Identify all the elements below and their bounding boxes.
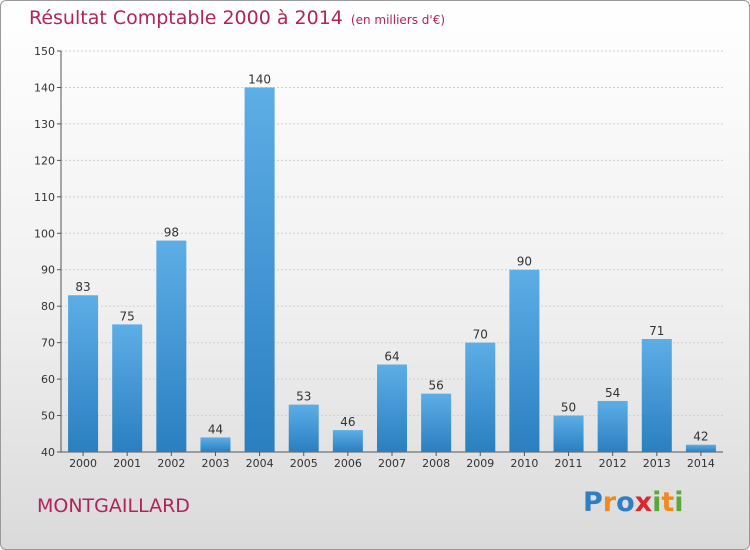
y-tick-label: 90 — [41, 264, 55, 277]
y-tick-label: 50 — [41, 410, 55, 423]
x-tick-label-2007: 2007 — [378, 457, 406, 470]
data-label-2012: 54 — [605, 386, 620, 400]
x-tick-label-2002: 2002 — [157, 457, 185, 470]
logo-letter: i — [652, 487, 662, 518]
x-tick-label-2012: 2012 — [599, 457, 627, 470]
data-label-2009: 70 — [473, 328, 488, 342]
logo-letter: x — [634, 487, 653, 518]
y-tick-label: 40 — [41, 446, 55, 459]
x-tick-label-2005: 2005 — [290, 457, 318, 470]
data-label-2005: 53 — [296, 390, 311, 404]
data-label-2013: 71 — [649, 324, 664, 338]
bar-2012 — [597, 400, 628, 452]
data-label-2003: 44 — [208, 422, 223, 436]
bar-2000 — [68, 295, 99, 452]
y-tick-label: 80 — [41, 300, 55, 313]
data-label-2008: 56 — [428, 379, 443, 393]
y-tick-label: 110 — [34, 191, 55, 204]
y-tick-label: 70 — [41, 337, 55, 350]
chart-title-text: Résultat Comptable 2000 à 2014 — [29, 7, 343, 29]
data-label-2014: 42 — [693, 430, 708, 444]
label-layer: 83 2000 75 2001 98 2002 44 2003 140 2004 53 2005 46 2… — [69, 72, 715, 470]
data-label-2007: 64 — [384, 350, 399, 364]
bar-2011 — [553, 415, 584, 452]
chart-title: Résultat Comptable 2000 à 2014 (en millie… — [29, 7, 445, 29]
y-tick-label: 130 — [34, 118, 55, 131]
x-tick-label-2011: 2011 — [555, 457, 583, 470]
logo-letter: r — [602, 487, 617, 518]
y-tick-label: 150 — [34, 45, 55, 58]
x-tick-label-2006: 2006 — [334, 457, 362, 470]
data-label-2002: 98 — [164, 226, 179, 240]
bar-2002 — [156, 240, 187, 452]
data-label-2006: 46 — [340, 415, 355, 429]
data-label-2011: 50 — [561, 401, 576, 415]
bar-2006 — [332, 430, 363, 452]
x-tick-label-2003: 2003 — [201, 457, 229, 470]
logo-letter: t — [661, 487, 675, 518]
x-tick-label-2000: 2000 — [69, 457, 97, 470]
x-tick-label-2014: 2014 — [687, 457, 715, 470]
y-tick-label: 140 — [34, 81, 55, 94]
chart-unit: (en milliers d'€) — [350, 13, 446, 27]
y-tick-label: 100 — [34, 227, 55, 240]
commune-name: MONTGAILLARD — [37, 495, 190, 517]
data-label-2004: 140 — [248, 72, 271, 86]
x-tick-label-2013: 2013 — [643, 457, 671, 470]
bar-2004 — [244, 87, 275, 453]
x-tick-label-2008: 2008 — [422, 457, 450, 470]
x-tick-label-2001: 2001 — [113, 457, 141, 470]
data-label-2000: 83 — [75, 280, 90, 294]
logo-letter: P — [583, 487, 603, 518]
data-label-2001: 75 — [120, 309, 135, 323]
bar-2010 — [509, 269, 540, 452]
logo-letter: o — [616, 487, 635, 518]
bar-2008 — [421, 393, 452, 452]
x-tick-label-2010: 2010 — [510, 457, 538, 470]
x-tick-label-2009: 2009 — [466, 457, 494, 470]
y-tick-label: 60 — [41, 373, 55, 386]
bar-2003 — [200, 437, 231, 452]
bar-2001 — [112, 324, 143, 452]
data-label-2010: 90 — [517, 255, 532, 269]
bar-2009 — [465, 342, 496, 452]
logo-letter: i — [674, 487, 684, 518]
x-tick-label-2004: 2004 — [246, 457, 274, 470]
bar-2007 — [376, 364, 408, 452]
bar-layer — [68, 87, 716, 453]
bar-2005 — [288, 404, 319, 452]
proxiti-logo: Proxiti — [583, 487, 684, 518]
bar-2013 — [641, 338, 672, 452]
bar-2014 — [685, 444, 716, 452]
y-tick-label: 120 — [34, 154, 55, 167]
